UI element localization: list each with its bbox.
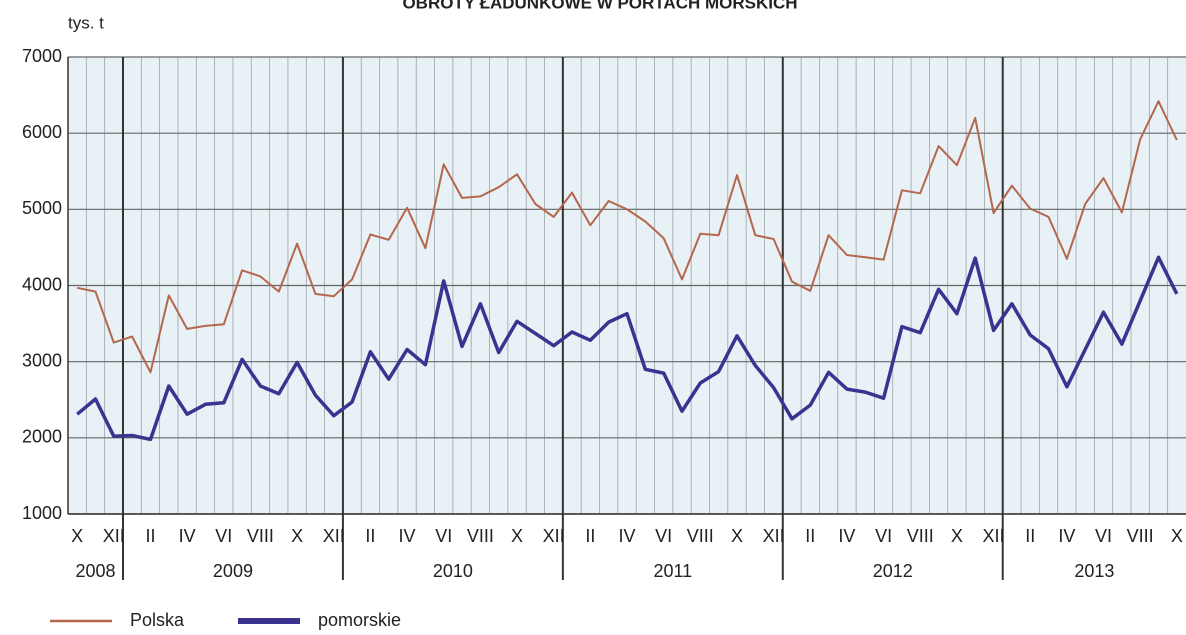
- x-tick-label: VI: [435, 526, 452, 546]
- x-tick-label: X: [731, 526, 743, 546]
- x-tick-label: II: [365, 526, 375, 546]
- x-tick-label: XII: [983, 526, 1005, 546]
- x-tick-label: VIII: [907, 526, 934, 546]
- y-axis-label: tys. t: [68, 13, 104, 32]
- legend-label: pomorskie: [318, 610, 401, 630]
- x-tick-label: IV: [179, 526, 196, 546]
- x-tick-label: X: [511, 526, 523, 546]
- x-tick-label: IV: [1058, 526, 1075, 546]
- x-tick-label: XII: [543, 526, 565, 546]
- y-tick-label: 1000: [22, 503, 62, 523]
- y-tick-label: 2000: [22, 427, 62, 447]
- x-tick-label: VI: [655, 526, 672, 546]
- x-tick-label: VIII: [247, 526, 274, 546]
- x-tick-label: XII: [103, 526, 125, 546]
- y-tick-label: 4000: [22, 274, 62, 294]
- x-tick-label: IV: [838, 526, 855, 546]
- x-tick-label: X: [291, 526, 303, 546]
- x-tick-label: II: [805, 526, 815, 546]
- x-tick-label: IV: [618, 526, 635, 546]
- y-tick-label: 7000: [22, 46, 62, 66]
- year-label: 2010: [433, 561, 473, 581]
- x-tick-label: II: [1025, 526, 1035, 546]
- x-tick-label: XII: [323, 526, 345, 546]
- x-tick-label: VIII: [687, 526, 714, 546]
- legend-label: Polska: [130, 610, 185, 630]
- series-line: [76, 100, 1178, 374]
- chart-title: OBROTY ŁADUNKOWE W PORTACH MORSKICH: [402, 0, 797, 12]
- year-label: 2013: [1074, 561, 1114, 581]
- y-tick-label: 6000: [22, 122, 62, 142]
- x-tick-label: VIII: [1127, 526, 1154, 546]
- x-tick-label: XII: [763, 526, 785, 546]
- series-line: [76, 255, 1179, 442]
- year-label: 2009: [213, 561, 253, 581]
- x-tick-label: II: [585, 526, 595, 546]
- y-tick-label: 3000: [22, 350, 62, 370]
- year-label: 2012: [873, 561, 913, 581]
- x-tick-label: X: [71, 526, 83, 546]
- x-tick-label: IV: [399, 526, 416, 546]
- x-tick-label: II: [145, 526, 155, 546]
- year-label: 2011: [653, 561, 692, 581]
- x-tick-label: VI: [1095, 526, 1112, 546]
- y-tick-label: 5000: [22, 198, 62, 218]
- x-tick-label: X: [1171, 526, 1183, 546]
- x-tick-label: VI: [215, 526, 232, 546]
- year-label: 2008: [75, 561, 115, 581]
- x-tick-label: X: [951, 526, 963, 546]
- x-tick-label: VIII: [467, 526, 494, 546]
- x-tick-label: VI: [875, 526, 892, 546]
